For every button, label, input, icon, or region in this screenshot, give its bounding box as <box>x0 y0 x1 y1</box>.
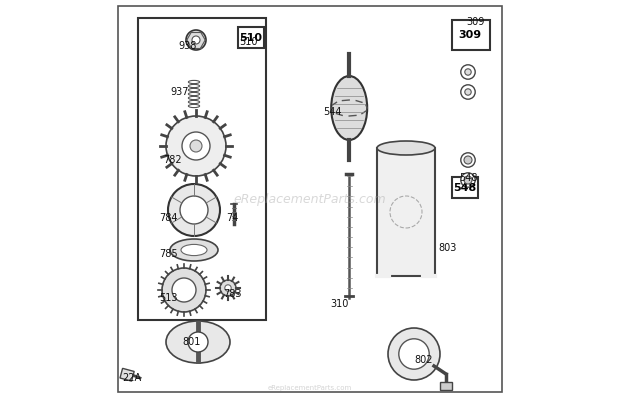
Circle shape <box>172 278 196 302</box>
Circle shape <box>399 339 429 369</box>
Text: 510: 510 <box>239 32 262 42</box>
Ellipse shape <box>181 244 207 256</box>
Circle shape <box>180 196 208 224</box>
Bar <box>452 177 478 198</box>
Text: 310: 310 <box>331 299 349 309</box>
Circle shape <box>465 89 471 95</box>
Bar <box>452 20 490 50</box>
Text: 309: 309 <box>467 17 485 27</box>
Text: 510: 510 <box>239 37 257 47</box>
Circle shape <box>166 116 226 176</box>
Text: 937: 937 <box>170 87 189 97</box>
Circle shape <box>188 332 208 352</box>
Bar <box>440 382 452 390</box>
Circle shape <box>168 184 220 236</box>
Circle shape <box>186 30 206 50</box>
Bar <box>377 148 435 276</box>
Text: 513: 513 <box>159 293 177 303</box>
Circle shape <box>464 176 472 184</box>
Ellipse shape <box>377 141 435 155</box>
Text: 803: 803 <box>439 243 457 253</box>
Circle shape <box>182 132 210 160</box>
Bar <box>138 18 266 320</box>
Bar <box>120 368 134 381</box>
Text: 782: 782 <box>162 155 181 165</box>
Ellipse shape <box>331 76 367 140</box>
Circle shape <box>225 285 231 291</box>
Text: 74: 74 <box>226 213 238 223</box>
Circle shape <box>388 328 440 380</box>
Ellipse shape <box>166 321 230 363</box>
Circle shape <box>461 153 475 167</box>
Circle shape <box>461 173 475 187</box>
Text: 22A: 22A <box>122 373 141 383</box>
Text: eReplacementParts.com: eReplacementParts.com <box>234 194 386 206</box>
Circle shape <box>465 69 471 75</box>
Circle shape <box>162 268 206 312</box>
Circle shape <box>464 156 472 164</box>
Text: 785: 785 <box>159 249 177 259</box>
Text: 802: 802 <box>415 355 433 365</box>
Bar <box>238 27 264 48</box>
Text: 801: 801 <box>183 337 201 347</box>
Text: 548: 548 <box>453 182 476 192</box>
Text: 544: 544 <box>323 107 341 117</box>
Text: 938: 938 <box>179 41 197 51</box>
Circle shape <box>461 65 475 79</box>
Text: 783: 783 <box>223 289 241 299</box>
Circle shape <box>461 85 475 99</box>
Text: 309: 309 <box>458 30 482 40</box>
Text: 548: 548 <box>459 173 477 183</box>
Text: eReplacementParts.com: eReplacementParts.com <box>268 385 352 391</box>
Circle shape <box>192 36 200 44</box>
Ellipse shape <box>170 239 218 261</box>
Circle shape <box>190 140 202 152</box>
Circle shape <box>220 280 236 296</box>
Text: 784: 784 <box>159 213 177 223</box>
